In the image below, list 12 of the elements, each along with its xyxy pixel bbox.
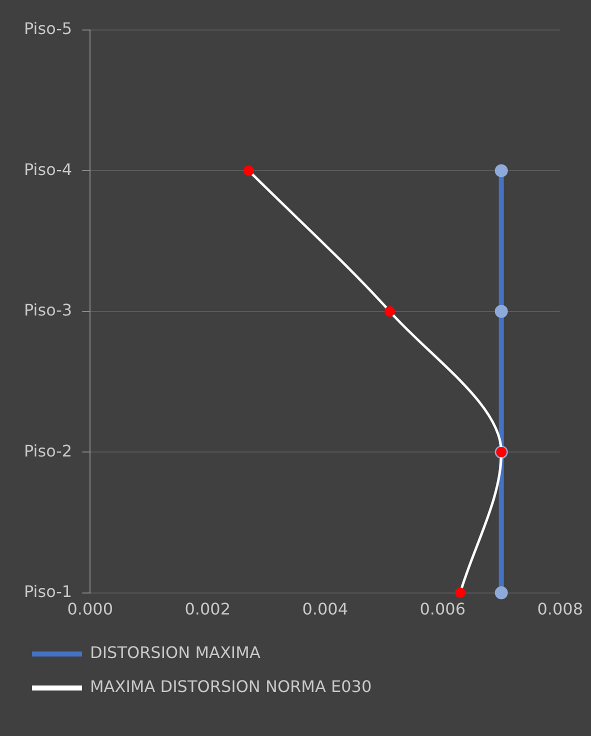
- legend-label: DISTORSION MAXIMA: [90, 643, 260, 662]
- y-tick-label: Piso-3: [24, 300, 72, 320]
- x-tick-label: 0.008: [537, 600, 584, 619]
- x-tick-label: 0.000: [67, 600, 114, 619]
- legend-label: MAXIMA DISTORSION NORMA E030: [90, 677, 372, 696]
- x-tick-label: 0.004: [302, 600, 348, 619]
- x-tick-label: 0.002: [184, 600, 231, 619]
- y-tick-label: Piso-1: [24, 582, 72, 601]
- y-tick-label: Piso-5: [24, 19, 72, 38]
- y-tick-label: Piso-4: [24, 160, 72, 179]
- y-tick-label: Piso-2: [24, 441, 72, 460]
- x-tick-label: 0.006: [420, 600, 466, 619]
